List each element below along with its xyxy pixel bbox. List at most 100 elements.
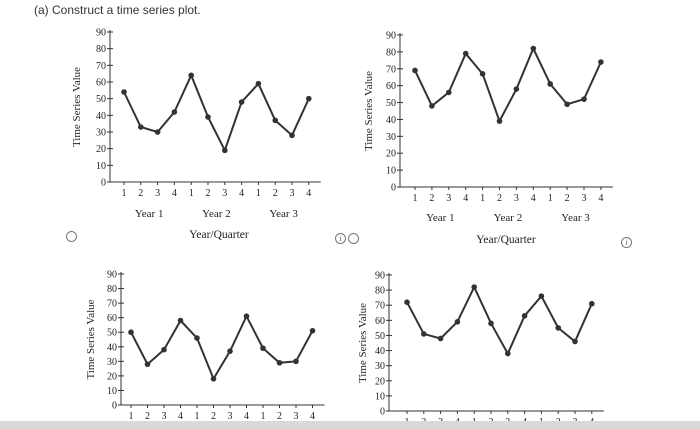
option-b-radio[interactable] [348, 233, 359, 244]
y-tick-label: 80 [107, 284, 117, 295]
y-axis-title: Time Series Value [357, 303, 369, 383]
x-tick-label: 3 [290, 188, 295, 199]
data-point [454, 319, 461, 325]
y-tick-label: 20 [96, 144, 106, 155]
y-tick-label: 50 [386, 98, 396, 109]
y-tick-label: 60 [107, 313, 117, 324]
y-tick-label: 20 [375, 376, 385, 387]
data-point [222, 147, 228, 154]
x-tick-label: 4 [598, 193, 603, 204]
x-tick-label: 2 [565, 193, 570, 204]
x-tick-label: 3 [222, 188, 227, 199]
x-tick-label: 1 [122, 188, 127, 199]
data-point [404, 299, 410, 306]
y-tick-label: 20 [107, 371, 117, 382]
x-tick-label: 2 [211, 411, 216, 422]
series-line [406, 284, 593, 356]
data-point [161, 346, 167, 353]
data-point [471, 284, 478, 290]
y-tick-label: 90 [386, 31, 396, 42]
y-tick-label: 40 [107, 342, 117, 353]
data-point [488, 320, 494, 327]
option-b-info-icon[interactable]: i [621, 237, 632, 248]
option-a-info-icon[interactable]: i [335, 233, 346, 244]
y-tick-label: 30 [375, 361, 385, 372]
data-point [429, 103, 435, 109]
x-tick-label: 1 [256, 188, 261, 199]
x-tick-label: 1 [480, 193, 485, 204]
data-point [194, 335, 200, 341]
data-point [437, 335, 444, 342]
data-point [530, 45, 537, 52]
y-tick-label: 60 [386, 81, 396, 92]
x-tick-label: 3 [514, 193, 519, 204]
x-tick-label: 2 [206, 188, 211, 199]
x-tick-label: 3 [162, 411, 167, 422]
data-point [128, 329, 134, 336]
option-a-radio[interactable] [66, 231, 77, 242]
year-group-label: Year 3 [269, 208, 298, 220]
data-point [572, 338, 578, 345]
x-tick-label: 1 [195, 411, 200, 422]
data-point [144, 361, 151, 368]
data-point [121, 89, 127, 95]
y-tick-label: 50 [107, 328, 117, 339]
x-tick-label: 3 [155, 188, 160, 199]
x-tick-label: 3 [582, 193, 587, 204]
data-point [479, 71, 486, 77]
y-tick-label: 70 [386, 64, 396, 75]
y-tick-label: 30 [386, 132, 396, 143]
x-tick-label: 4 [310, 411, 315, 422]
x-tick-label: 4 [239, 188, 244, 199]
y-tick-label: 50 [96, 94, 106, 105]
y-tick-label: 90 [96, 28, 106, 39]
y-tick-label: 0 [391, 183, 396, 194]
y-axis-title: Time Series Value [71, 67, 83, 147]
year-group-label: Year 1 [426, 212, 455, 224]
y-tick-label: 40 [375, 346, 385, 357]
y-tick-label: 40 [386, 115, 396, 126]
question-text: (a) Construct a time series plot. [34, 3, 201, 17]
y-axis-title: Time Series Value [363, 71, 375, 151]
x-tick-label: 4 [463, 193, 468, 204]
x-tick-label: 4 [178, 411, 183, 422]
y-tick-label: 30 [107, 357, 117, 368]
data-point [177, 317, 184, 324]
x-tick-label: 1 [548, 193, 553, 204]
data-point [412, 67, 418, 74]
y-tick-label: 20 [386, 149, 396, 160]
y-tick-label: 80 [375, 286, 385, 297]
y-tick-label: 0 [380, 407, 385, 418]
data-point [243, 313, 250, 320]
x-axis-title: Year/Quarter [476, 234, 536, 246]
y-tick-label: 40 [96, 111, 106, 122]
year-group-label: Year 2 [202, 208, 231, 220]
series-line [130, 313, 314, 382]
data-point [210, 376, 217, 382]
data-point [505, 350, 511, 357]
data-point [171, 109, 178, 115]
x-tick-label: 3 [294, 411, 299, 422]
data-point [564, 101, 570, 108]
year-group-label: Year 1 [135, 208, 164, 220]
x-tick-label: 1 [189, 188, 194, 199]
data-point [538, 293, 545, 299]
y-tick-label: 10 [375, 391, 385, 402]
series-line [123, 72, 310, 153]
y-tick-label: 70 [107, 299, 117, 310]
year-group-label: Year 3 [561, 212, 590, 224]
data-point [581, 96, 587, 102]
data-point [309, 327, 316, 334]
y-tick-label: 30 [96, 128, 106, 139]
y-tick-label: 50 [375, 331, 385, 342]
data-point [589, 300, 595, 307]
y-tick-label: 90 [375, 271, 385, 282]
x-tick-label: 1 [129, 411, 134, 422]
data-point [306, 95, 312, 102]
x-tick-label: 4 [306, 188, 311, 199]
